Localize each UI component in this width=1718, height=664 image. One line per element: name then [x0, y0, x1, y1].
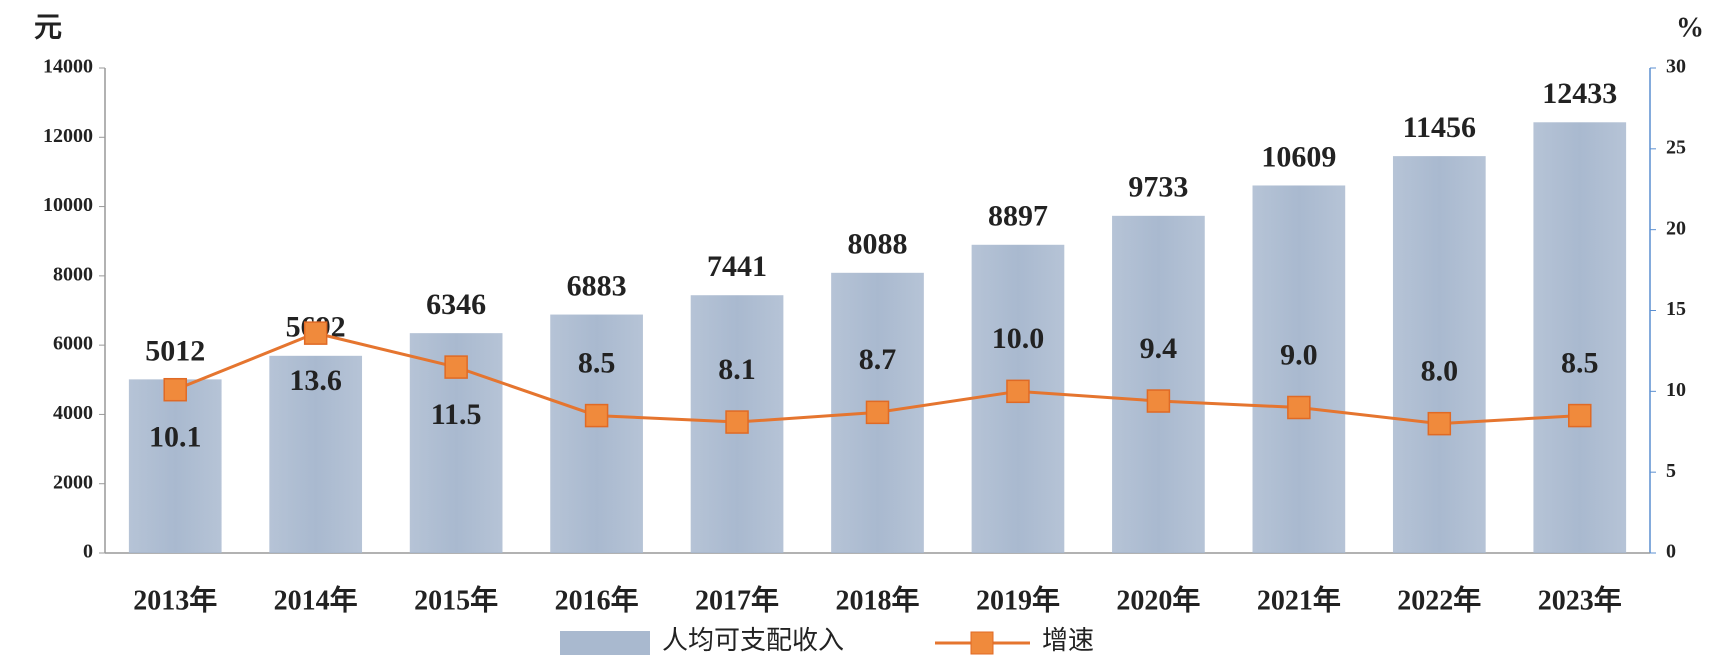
bar: [1112, 215, 1205, 553]
line-marker: [865, 400, 890, 425]
line-marker: [303, 321, 328, 345]
bar-value-label: 7441: [707, 250, 767, 283]
y-tick-label: 0: [83, 541, 93, 563]
legend-label: 人均可支配收入: [662, 626, 844, 655]
y2-tick-label: 5: [1666, 460, 1676, 482]
line-marker: [1568, 403, 1592, 428]
bar-value-label: 6346: [426, 288, 486, 321]
line-value-label: 8.7: [859, 343, 897, 376]
bar-value-label: 9733: [1128, 171, 1188, 204]
y2-tick-label: 15: [1666, 298, 1686, 320]
legend-swatch: [970, 631, 994, 655]
line-value-label: 10.0: [992, 322, 1045, 355]
x-tick-label: 2013年: [133, 583, 217, 616]
line-value-label: 8.0: [1421, 355, 1459, 388]
line-marker: [1146, 389, 1171, 413]
y-tick-label: 12000: [43, 125, 93, 147]
x-tick-label: 2022年: [1397, 583, 1481, 616]
x-tick-label: 2018年: [835, 583, 919, 616]
line-marker: [444, 355, 468, 379]
y2-tick-label: 25: [1666, 136, 1686, 158]
line-marker: [725, 410, 749, 434]
x-tick-label: 2021年: [1257, 583, 1341, 616]
bar-value-label: 12433: [1542, 77, 1617, 110]
bar-value-label: 8088: [848, 228, 908, 261]
bar-value-label: 11456: [1403, 111, 1476, 144]
line-marker: [1006, 379, 1030, 404]
y-tick-label: 6000: [53, 333, 93, 355]
y-tick-label: 4000: [53, 402, 93, 424]
bar: [1392, 156, 1486, 554]
bar: [1533, 122, 1627, 554]
line-marker: [1427, 411, 1452, 436]
legend-swatch: [560, 631, 650, 655]
x-tick-label: 2016年: [555, 583, 639, 616]
line-value-label: 9.4: [1140, 332, 1178, 365]
bar-value-label: 10609: [1261, 140, 1336, 173]
bar-value-label: 5012: [145, 334, 205, 367]
x-tick-label: 2020年: [1116, 583, 1200, 616]
bar: [269, 355, 363, 553]
y2-tick-label: 10: [1666, 379, 1686, 401]
bar: [1252, 185, 1346, 553]
x-tick-label: 2017年: [695, 583, 779, 616]
y2-tick-label: 20: [1666, 217, 1686, 239]
line-marker: [584, 403, 609, 428]
x-tick-label: 2015年: [414, 583, 498, 616]
x-tick-label: 2023年: [1538, 583, 1622, 616]
x-tick-label: 2014年: [274, 583, 358, 616]
bar: [128, 379, 222, 553]
y-tick-label: 2000: [53, 471, 93, 493]
line-value-label: 8.5: [578, 346, 616, 379]
line-marker: [163, 377, 187, 402]
bar: [550, 314, 643, 553]
x-tick-label: 2019年: [976, 583, 1060, 616]
y2-tick-label: 30: [1666, 56, 1686, 78]
line-marker: [1287, 395, 1311, 420]
line-value-label: 10.1: [149, 421, 202, 454]
line-value-label: 13.6: [289, 364, 342, 397]
y-tick-label: 14000: [43, 56, 93, 78]
legend-label: 增速: [1042, 626, 1094, 655]
line-value-label: 8.1: [718, 353, 756, 386]
y2-tick-label: 0: [1666, 541, 1676, 563]
y-tick-label: 8000: [53, 263, 93, 285]
y-tick-label: 10000: [43, 194, 93, 216]
line-value-label: 8.5: [1561, 346, 1599, 379]
bar-value-label: 6883: [567, 269, 627, 302]
line-value-label: 11.5: [431, 398, 482, 431]
line-value-label: 9.0: [1280, 338, 1318, 371]
y-axis-title: 元: [34, 12, 62, 43]
y2-axis-title: %: [1676, 12, 1704, 43]
bar-value-label: 8897: [988, 200, 1048, 233]
